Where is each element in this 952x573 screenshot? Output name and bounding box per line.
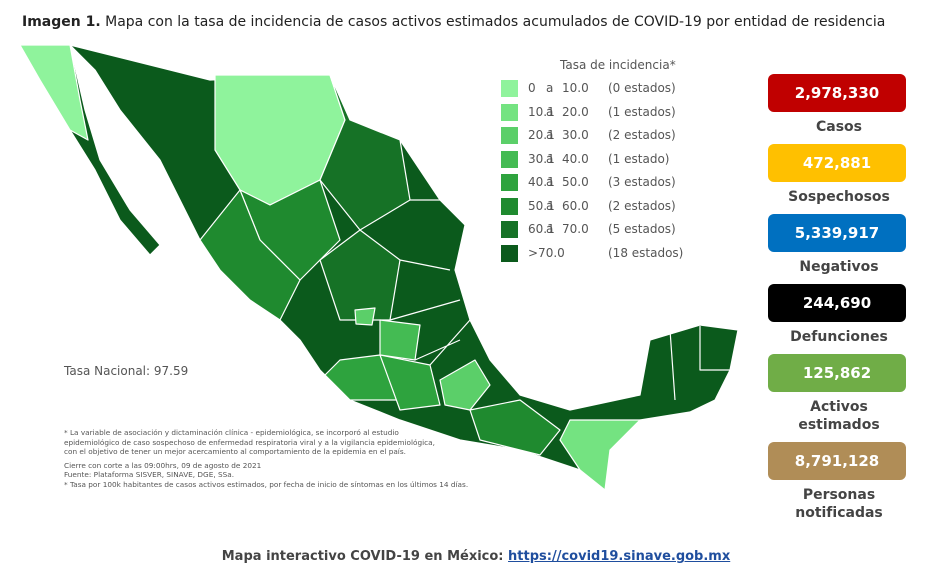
title: Imagen 1. Mapa con la tasa de incidencia… xyxy=(22,14,885,30)
legend-from: 60.1 xyxy=(528,222,555,236)
legend-row: 60.1 a 70.0 (5 estados) xyxy=(498,221,698,245)
yucatan-split xyxy=(669,326,730,401)
legend-from: 0 xyxy=(528,81,536,95)
legend-row: 0 a 10.0 (0 estados) xyxy=(498,80,698,104)
legend-count: (18 estados) xyxy=(608,245,684,260)
stat-value: 2,978,330 xyxy=(768,74,906,112)
baja-norte xyxy=(19,44,89,141)
sinaloa xyxy=(199,189,301,321)
note-line: con el objetivo de tener un mejor acerca… xyxy=(64,447,406,456)
legend-count: (5 estados) xyxy=(608,222,676,236)
legend-swatch xyxy=(501,127,518,144)
legend-swatch xyxy=(501,174,518,191)
legend-title: Tasa de incidencia* xyxy=(560,58,676,72)
legend-row: >70.0 (18 estados) xyxy=(498,244,698,269)
map xyxy=(19,44,739,491)
stat-value: 472,881 xyxy=(768,144,906,182)
legend-swatch xyxy=(501,103,518,121)
zacatecas xyxy=(319,229,401,321)
note-line: epidemiológico de caso sospechoso de enf… xyxy=(64,437,435,447)
legend-to: 10.0 xyxy=(562,81,589,95)
note-line: * La variable de asociación y dictaminac… xyxy=(64,428,399,437)
legend-from: 30.1 xyxy=(528,151,555,166)
legend: Tasa de incidencia* 0 a 10.0 (0 estados) 10.… xyxy=(498,58,698,268)
legend-count: (3 estados) xyxy=(608,175,676,189)
note-line: Cierre con corte a las 09:00hrs, 09 de a… xyxy=(64,460,262,470)
title-label: Imagen 1. xyxy=(22,14,101,30)
footer-link[interactable]: https://covid19.sinave.gob.mx xyxy=(508,549,731,564)
footer: Mapa interactivo COVID-19 en México: htt… xyxy=(0,549,952,564)
legend-count: (2 estados) xyxy=(608,128,676,142)
legend-to: 40.0 xyxy=(562,151,589,166)
stat-label: Negativos xyxy=(799,259,879,275)
legend-from: 10.1 xyxy=(528,104,555,119)
oaxaca xyxy=(469,399,561,456)
legend-from: >70.0 xyxy=(528,245,565,260)
legend-count: (0 estados) xyxy=(608,81,676,95)
legend-row: 10.1 a 20.0 (1 estados) xyxy=(498,103,698,128)
footer-text: Mapa interactivo COVID-19 en México: xyxy=(221,549,504,564)
legend-to: 60.0 xyxy=(562,198,589,213)
note-line: * Tasa por 100k habitantes de casos acti… xyxy=(64,479,469,489)
jalisco xyxy=(324,354,401,401)
legend-row: 30.1 a 40.0 (1 estado) xyxy=(498,150,698,175)
legend-connector: a xyxy=(546,104,554,119)
aguascalientes xyxy=(354,307,376,326)
state-borders xyxy=(389,199,471,366)
legend-connector: a xyxy=(546,222,554,236)
title-text: Mapa con la tasa de incidencia de casos … xyxy=(105,14,886,30)
legend-count: (1 estado) xyxy=(608,151,670,166)
stat-label: Defunciones xyxy=(790,329,888,345)
guanajuato xyxy=(379,319,421,361)
legend-connector: a xyxy=(546,128,554,142)
legend-to: 30.0 xyxy=(562,128,589,142)
stat-label: Personas notificadas xyxy=(795,487,883,521)
legend-row: 50.1 a 60.0 (2 estados) xyxy=(498,197,698,222)
legend-from: 20.1 xyxy=(528,128,555,142)
stat-value: 244,690 xyxy=(768,284,906,322)
legend-connector: a xyxy=(546,175,554,189)
legend-row: 40.1 a 50.0 (3 estados) xyxy=(498,174,698,198)
legend-count: (2 estados) xyxy=(608,198,676,213)
legend-to: 20.0 xyxy=(562,104,589,119)
legend-swatch xyxy=(501,150,518,168)
coahuila xyxy=(319,74,411,231)
legend-row: 20.1 a 30.0 (2 estados) xyxy=(498,127,698,151)
national-rate: Tasa Nacional: 97.59 xyxy=(64,364,189,378)
stat-label: Activos estimados xyxy=(798,399,880,433)
stat-label: Sospechosos xyxy=(788,189,890,205)
legend-connector: a xyxy=(546,81,554,95)
stat-label: Casos xyxy=(815,119,862,135)
notes: * La variable de asociación y dictaminac… xyxy=(64,428,468,489)
legend-connector: a xyxy=(546,198,554,213)
michoacan xyxy=(379,354,441,411)
legend-swatch xyxy=(501,244,518,262)
stat-value: 5,339,917 xyxy=(768,214,906,252)
legend-swatch xyxy=(501,221,518,238)
legend-swatch xyxy=(501,197,518,215)
note-line: Fuente: Plataforma SISVER, SINAVE, DGE, … xyxy=(64,470,235,479)
stat-value: 125,862 xyxy=(768,354,906,392)
legend-count: (1 estados) xyxy=(608,104,676,119)
chiapas xyxy=(559,419,641,491)
legend-from: 50.1 xyxy=(528,198,555,213)
legend-swatch xyxy=(501,80,518,97)
legend-to: 70.0 xyxy=(562,222,589,236)
legend-to: 50.0 xyxy=(562,175,589,189)
centro xyxy=(439,359,491,411)
legend-connector: a xyxy=(546,151,554,166)
legend-from: 40.1 xyxy=(528,175,555,189)
stats-panel: 2,978,330 Casos 472,881 Sospechosos 5,339,91… xyxy=(768,74,910,530)
stat-value: 8,791,128 xyxy=(768,442,906,480)
